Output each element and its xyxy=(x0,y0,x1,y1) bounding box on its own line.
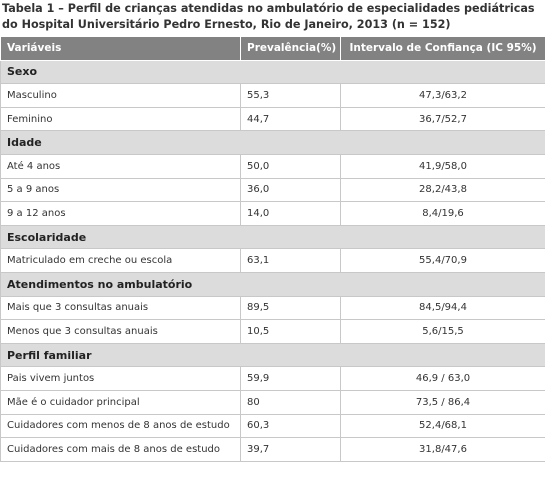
cell: 5 a 9 anos xyxy=(0,177,241,203)
data-row: Mais que 3 consultas anuais 89,5 84,5/94,4 xyxy=(0,295,545,321)
cell: 47,3/63,2 xyxy=(340,83,545,108)
section-title: Atendimentos no ambulatório xyxy=(0,271,545,297)
cell: 5,6/15,5 xyxy=(340,319,545,344)
header-cell: Variáveis xyxy=(0,36,241,61)
table-title: Tabela 1 – Perfil de crianças atendidas … xyxy=(2,2,535,31)
cell: 39,7 xyxy=(240,437,341,462)
table: Variáveis Prevalência(%) Intervalo de Conf… xyxy=(0,36,545,462)
section-row: Atendimentos no ambulatório xyxy=(0,271,545,297)
section-row: Escolaridade xyxy=(0,224,545,250)
data-row: Matriculado em creche ou escola 63,1 55,4/… xyxy=(0,248,545,273)
cell: Matriculado em creche ou escola xyxy=(0,248,241,273)
cell: 9 a 12 anos xyxy=(0,201,241,226)
cell: 31,8/47,6 xyxy=(340,437,545,462)
cell: Mais que 3 consultas anuais xyxy=(0,295,241,321)
section-row: Sexo xyxy=(0,59,545,85)
section-title: Sexo xyxy=(0,59,545,85)
cell: 50,0 xyxy=(240,153,341,179)
cell: Menos que 3 consultas anuais xyxy=(0,319,241,344)
data-row: Masculino 55,3 47,3/63,2 xyxy=(0,83,545,108)
cell: Masculino xyxy=(0,83,241,108)
cell: 60,3 xyxy=(240,413,341,439)
cell: 55,3 xyxy=(240,83,341,108)
cell: Mãe é o cuidador principal xyxy=(0,389,241,415)
data-row: Feminino 44,7 36,7/52,7 xyxy=(0,106,545,132)
table-body: Sexo Masculino 55,3 47,3/63,2 Feminino 44,7 36… xyxy=(0,59,545,462)
cell: 36,0 xyxy=(240,177,341,203)
data-row: Pais vivem juntos 59,9 46,9 / 63,0 xyxy=(0,366,545,391)
data-row: Até 4 anos 50,0 41,9/58,0 xyxy=(0,153,545,179)
cell: 55,4/70,9 xyxy=(340,248,545,273)
cell: 41,9/58,0 xyxy=(340,153,545,179)
cell: Cuidadores com mais de 8 anos de estudo xyxy=(0,437,241,462)
cell: 59,9 xyxy=(240,366,341,391)
cell: 28,2/43,8 xyxy=(340,177,545,203)
cell: 8,4/19,6 xyxy=(340,201,545,226)
header-row: Variáveis Prevalência(%) Intervalo de Conf… xyxy=(0,36,545,61)
header-cell: Intervalo de Confiança (IC 95%) xyxy=(340,36,545,61)
cell: 80 xyxy=(240,389,341,415)
cell: 36,7/52,7 xyxy=(340,106,545,132)
data-row: 9 a 12 anos 14,0 8,4/19,6 xyxy=(0,201,545,226)
cell: 84,5/94,4 xyxy=(340,295,545,321)
cell: 46,9 / 63,0 xyxy=(340,366,545,391)
data-row: Menos que 3 consultas anuais 10,5 5,6/15,5 xyxy=(0,319,545,344)
data-row: Cuidadores com mais de 8 anos de estudo 3… xyxy=(0,437,545,462)
cell: Pais vivem juntos xyxy=(0,366,241,391)
cell: 44,7 xyxy=(240,106,341,132)
cell: Até 4 anos xyxy=(0,153,241,179)
section-title: Idade xyxy=(0,130,545,155)
cell: 63,1 xyxy=(240,248,341,273)
section-title: Escolaridade xyxy=(0,224,545,250)
section-row: Idade xyxy=(0,130,545,155)
section-title: Perfil familiar xyxy=(0,342,545,368)
cell: 73,5 / 86,4 xyxy=(340,389,545,415)
cell: 10,5 xyxy=(240,319,341,344)
cell: Cuidadores com menos de 8 anos de estudo xyxy=(0,413,241,439)
cell: 14,0 xyxy=(240,201,341,226)
data-row: Mãe é o cuidador principal 80 73,5 / 86,4 xyxy=(0,389,545,415)
header-cell: Prevalência(%) xyxy=(240,36,341,61)
data-row: 5 a 9 anos 36,0 28,2/43,8 xyxy=(0,177,545,203)
section-row: Perfil familiar xyxy=(0,342,545,368)
cell: Feminino xyxy=(0,106,241,132)
data-row: Cuidadores com menos de 8 anos de estudo… xyxy=(0,413,545,439)
cell: 89,5 xyxy=(240,295,341,321)
cell: 52,4/68,1 xyxy=(340,413,545,439)
